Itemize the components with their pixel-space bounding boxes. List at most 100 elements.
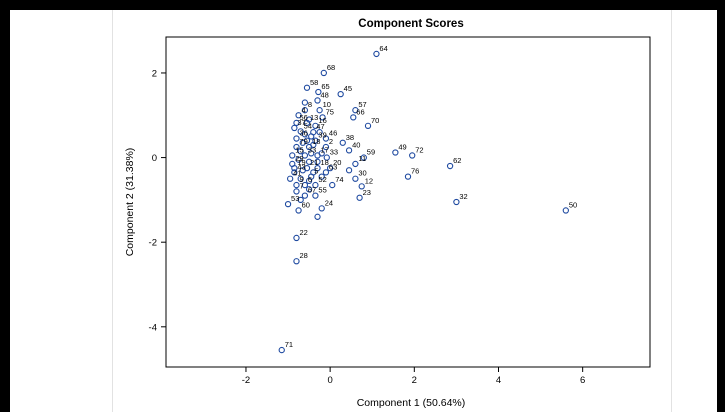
- point-label: 75: [326, 107, 334, 116]
- data-point: [297, 148, 304, 155]
- data-point: [295, 207, 302, 214]
- y-tick-label: -4: [149, 322, 157, 333]
- point-label: 4: [302, 105, 306, 114]
- data-point: [291, 169, 298, 176]
- data-point: [291, 124, 298, 132]
- data-point: [314, 165, 321, 172]
- point-label: 48: [321, 90, 329, 99]
- point-label: 5: [314, 167, 318, 176]
- data-point: [337, 90, 344, 98]
- x-tick-label: -2: [242, 375, 250, 386]
- point-label: 11: [358, 154, 366, 163]
- data-point: [314, 97, 321, 104]
- point-label: 54: [304, 121, 312, 130]
- data-point: [364, 122, 372, 129]
- y-tick-label: -2: [149, 238, 157, 249]
- point-label: 13: [310, 113, 318, 122]
- point-label: 67: [308, 186, 316, 195]
- point-label: 16: [318, 116, 326, 125]
- data-point: [310, 141, 317, 149]
- data-point: [339, 139, 346, 146]
- data-point: [287, 175, 294, 182]
- data-point: [453, 198, 460, 206]
- point-label: 6: [308, 175, 312, 184]
- point-label: 43: [297, 162, 305, 171]
- data-point: [291, 165, 298, 172]
- chart-panel: Component Scores -2 0 2 4 6 -4 -2 0 2 64 68 58 65 45…: [112, 10, 672, 412]
- point-label: 21: [310, 158, 318, 167]
- data-point: [278, 346, 285, 354]
- data-point: [315, 88, 322, 96]
- data-point: [409, 152, 416, 159]
- point-label: 68: [327, 63, 335, 72]
- point-label: 7: [299, 181, 303, 190]
- point-label: 71: [285, 340, 293, 349]
- data-point: [299, 167, 306, 174]
- point-label: 19: [297, 158, 305, 167]
- window-frame-left: [0, 0, 10, 412]
- data-point: [301, 131, 309, 138]
- point-label: 12: [365, 176, 373, 185]
- data-point: [319, 114, 326, 121]
- data-point: [323, 154, 330, 161]
- data-point: [318, 205, 325, 212]
- data-point: [312, 122, 319, 129]
- data-point: [301, 107, 309, 114]
- data-point: [316, 107, 323, 114]
- point-label: 50: [569, 200, 577, 209]
- point-label: 59: [367, 148, 375, 157]
- point-label: 18: [312, 137, 320, 146]
- data-point: [352, 160, 359, 168]
- point-label: 53: [291, 194, 299, 203]
- point-label: 58: [310, 78, 318, 87]
- data-point: [293, 188, 300, 195]
- point-label: 66: [356, 107, 364, 116]
- point-label: 33: [330, 148, 338, 157]
- point-label: 32: [459, 192, 467, 201]
- data-point: [314, 213, 321, 220]
- data-point: [312, 181, 319, 189]
- data-point: [305, 158, 313, 165]
- data-point: [308, 150, 315, 157]
- plot-area: [165, 36, 651, 368]
- data-point: [322, 169, 330, 176]
- point-label: 38: [346, 133, 354, 142]
- data-point: [299, 139, 306, 146]
- point-label: 74: [335, 175, 343, 184]
- point-label: 49: [398, 143, 406, 152]
- data-point: [404, 173, 412, 180]
- point-label: 10: [323, 100, 331, 109]
- data-points: [278, 50, 569, 354]
- point-label: 47: [316, 122, 324, 131]
- axis-ticks: -2 0 2 4 6-4-202: [149, 68, 586, 386]
- point-label: 46: [329, 129, 337, 138]
- data-point: [345, 167, 353, 174]
- point-label: 41: [293, 169, 301, 178]
- point-label: 20: [333, 158, 341, 167]
- x-axis-label: Component 1 (50.64%): [357, 397, 466, 409]
- data-point: [352, 175, 359, 182]
- data-point: [320, 69, 327, 77]
- point-label: 79: [299, 137, 307, 146]
- x-tick-label: 6: [580, 375, 585, 386]
- point-label: 55: [318, 186, 326, 195]
- data-point: [293, 181, 300, 189]
- data-point: [352, 107, 359, 114]
- data-point: [305, 186, 313, 193]
- data-point: [293, 258, 300, 265]
- point-label: 76: [411, 167, 419, 176]
- point-label: 60: [302, 200, 310, 209]
- point-label: 30: [358, 169, 366, 178]
- point-label: 57: [358, 100, 366, 109]
- data-point: [356, 194, 363, 201]
- data-point: [297, 196, 304, 204]
- point-label: 18: [321, 158, 329, 167]
- point-label: 28: [299, 251, 307, 260]
- data-point: [322, 135, 330, 142]
- data-point: [318, 173, 325, 180]
- data-point: [562, 207, 569, 214]
- data-point: [314, 158, 321, 165]
- data-point: [312, 192, 319, 199]
